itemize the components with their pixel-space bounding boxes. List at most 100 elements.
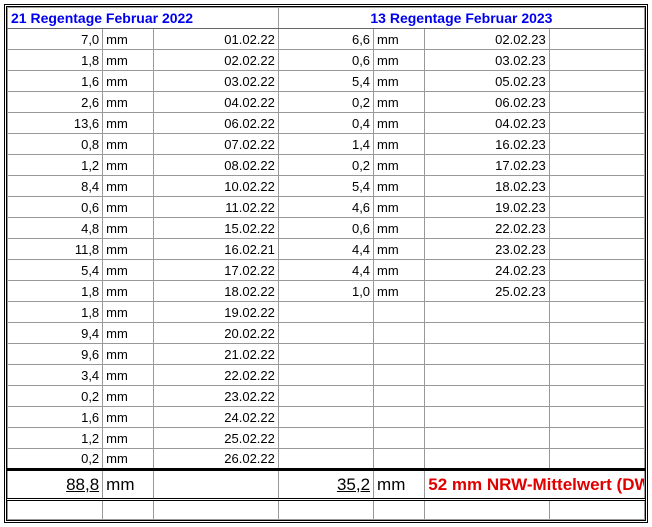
left-unit: mm [103,260,154,281]
left-unit: mm [103,239,154,260]
right-unit: mm [374,260,425,281]
table-row: 4,8mm15.02.220,6mm22.02.23 [8,218,645,239]
right-value [278,386,373,407]
right-value: 4,4 [278,239,373,260]
left-date: 22.02.22 [154,365,278,386]
left-unit: mm [103,71,154,92]
table-row: 1,2mm25.02.22 [8,428,645,449]
row-pad [549,302,644,323]
left-date: 01.02.22 [154,29,278,50]
right-date [425,449,549,470]
right-unit: mm [374,50,425,71]
row-pad [549,386,644,407]
table-row: 1,2mm08.02.220,2mm17.02.23 [8,155,645,176]
table-row: 7,0mm01.02.226,6mm02.02.23 [8,29,645,50]
left-value: 1,6 [8,71,103,92]
table-row: 3,4mm22.02.22 [8,365,645,386]
left-date: 20.02.22 [154,323,278,344]
footnote: 52 mm NRW-Mittelwert (DWD) [425,470,645,500]
right-unit: mm [374,71,425,92]
row-pad [549,428,644,449]
right-value: 0,6 [278,50,373,71]
right-unit: mm [374,134,425,155]
left-date: 21.02.22 [154,344,278,365]
sum-right-value: 35,2 [337,475,370,494]
right-value: 4,6 [278,197,373,218]
row-pad [549,197,644,218]
left-unit: mm [103,407,154,428]
row-pad [549,239,644,260]
left-value: 7,0 [8,29,103,50]
row-pad [549,218,644,239]
right-date: 24.02.23 [425,260,549,281]
row-pad [549,260,644,281]
right-value: 4,4 [278,260,373,281]
row-pad [549,29,644,50]
right-unit: mm [374,218,425,239]
left-unit: mm [103,176,154,197]
table-row: 1,6mm24.02.22 [8,407,645,428]
right-value: 1,0 [278,281,373,302]
right-value: 0,2 [278,92,373,113]
row-pad [549,50,644,71]
left-value: 5,4 [8,260,103,281]
left-value: 3,4 [8,365,103,386]
row-pad [549,365,644,386]
header-right: 13 Regentage Februar 2023 [278,8,644,29]
row-pad [549,92,644,113]
right-unit: mm [374,92,425,113]
left-value: 4,8 [8,218,103,239]
table-row: 11,8mm16.02.214,4mm23.02.23 [8,239,645,260]
row-pad [549,407,644,428]
left-date: 04.02.22 [154,92,278,113]
left-date: 17.02.22 [154,260,278,281]
table-row: 1,6mm03.02.225,4mm05.02.23 [8,71,645,92]
left-unit: mm [103,50,154,71]
right-date: 16.02.23 [425,134,549,155]
right-date: 22.02.23 [425,218,549,239]
right-value [278,323,373,344]
left-date: 08.02.22 [154,155,278,176]
table-body: 7,0mm01.02.226,6mm02.02.231,8mm02.02.220… [8,29,645,470]
row-pad [549,155,644,176]
left-value: 11,8 [8,239,103,260]
row-pad [549,344,644,365]
right-date: 05.02.23 [425,71,549,92]
table-row: 8,4mm10.02.225,4mm18.02.23 [8,176,645,197]
left-value: 1,8 [8,302,103,323]
sum-left-value: 88,8 [66,475,99,494]
right-value: 0,4 [278,113,373,134]
right-unit: mm [374,281,425,302]
row-pad [549,281,644,302]
right-date: 18.02.23 [425,176,549,197]
right-date [425,386,549,407]
left-date: 06.02.22 [154,113,278,134]
row-pad [549,71,644,92]
right-unit: mm [374,155,425,176]
left-date: 18.02.22 [154,281,278,302]
right-unit: mm [374,197,425,218]
right-date [425,344,549,365]
table-row: 1,8mm18.02.221,0mm25.02.23 [8,281,645,302]
header-row: 21 Regentage Februar 2022 13 Regentage F… [8,8,645,29]
left-value: 1,2 [8,428,103,449]
table-row: 13,6mm06.02.220,4mm04.02.23 [8,113,645,134]
left-unit: mm [103,428,154,449]
right-value: 0,6 [278,218,373,239]
right-unit [374,302,425,323]
left-unit: mm [103,113,154,134]
right-date: 19.02.23 [425,197,549,218]
right-value [278,428,373,449]
left-value: 0,6 [8,197,103,218]
right-unit [374,365,425,386]
right-date [425,365,549,386]
left-date: 25.02.22 [154,428,278,449]
table-frame: 21 Regentage Februar 2022 13 Regentage F… [4,4,648,523]
rain-table: 21 Regentage Februar 2022 13 Regentage F… [7,7,645,520]
right-unit: mm [374,113,425,134]
right-date: 23.02.23 [425,239,549,260]
table-row: 1,8mm02.02.220,6mm03.02.23 [8,50,645,71]
left-value: 1,6 [8,407,103,428]
left-unit: mm [103,197,154,218]
left-unit: mm [103,281,154,302]
